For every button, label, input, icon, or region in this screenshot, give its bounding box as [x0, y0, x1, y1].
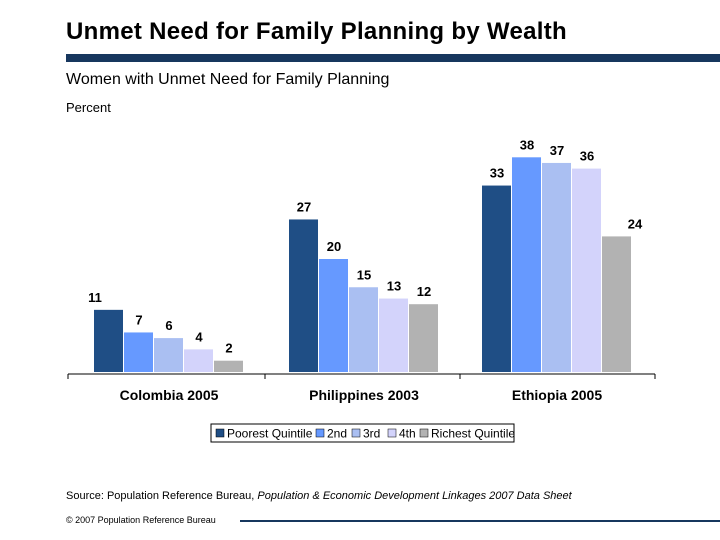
legend-label-2: 3rd	[363, 427, 380, 441]
legend-swatch-1	[315, 428, 325, 438]
legend-swatch-3	[387, 428, 397, 438]
copyright: © 2007 Population Reference Bureau	[66, 515, 216, 525]
bar-1-2	[349, 287, 378, 372]
bar-0-3	[184, 349, 213, 372]
legend-swatch-4	[419, 428, 429, 438]
legend-label-0: Poorest Quintile	[227, 427, 313, 441]
source-note: Source: Population Reference Bureau, Pop…	[66, 490, 572, 502]
bar-0-2	[154, 338, 183, 372]
source-prefix: Source: Population Reference Bureau,	[66, 490, 258, 502]
bar-1-1	[319, 259, 348, 372]
bar-2-1	[512, 157, 541, 372]
category-label-1: Philippines 2003	[309, 387, 419, 403]
bar-2-2	[542, 162, 571, 372]
value-label-0-4: 2	[225, 341, 232, 356]
source-title: Population & Economic Development Linkag…	[257, 490, 572, 502]
legend-box	[210, 423, 515, 443]
value-label-1-3: 13	[387, 279, 401, 294]
value-label-1-0: 27	[297, 199, 311, 214]
value-label-0-2: 6	[165, 318, 172, 333]
legend-label-4: Richest Quintile	[431, 427, 515, 441]
bar-2-0	[482, 185, 511, 372]
value-labels-group: 11 7 6 4 2 27 20 15 13 12 33 38 37 36 24	[88, 137, 643, 355]
value-label-2-2: 37	[550, 143, 564, 158]
bar-2-3	[572, 168, 601, 372]
slide-title: Unmet Need for Family Planning by Wealth	[66, 18, 567, 45]
footer-rule	[240, 520, 720, 522]
category-label-0: Colombia 2005	[120, 387, 219, 403]
value-label-2-1: 38	[520, 137, 534, 152]
legend: Poorest Quintile 2nd 3rd 4th Richest Quintil…	[210, 423, 515, 443]
category-label-2: Ethiopia 2005	[512, 387, 602, 403]
bar-0-1	[124, 332, 153, 372]
value-label-2-4: 24	[628, 216, 643, 231]
value-label-1-1: 20	[327, 239, 341, 254]
value-label-2-0: 33	[490, 166, 504, 181]
bar-1-3	[379, 298, 408, 372]
bar-0-0	[94, 309, 123, 372]
bar-chart: 11 7 6 4 2 27 20 15 13 12 33 38 37 36 24 Colombia 2005…	[67, 137, 656, 443]
category-labels-group: Colombia 2005 Philippines 2003 Ethiopia 20…	[120, 387, 603, 403]
value-label-0-0: 11	[88, 290, 102, 305]
value-label-2-3: 36	[580, 149, 594, 164]
value-label-1-2: 15	[357, 267, 371, 282]
legend-label-1: 2nd	[327, 427, 347, 441]
chart-title: Women with Unmet Need for Family Plannin…	[66, 71, 390, 88]
x-axis	[67, 373, 656, 379]
bar-1-4	[409, 304, 438, 372]
bar-2-4	[602, 236, 631, 372]
value-label-0-3: 4	[195, 329, 203, 344]
y-axis-label: Percent	[66, 100, 111, 115]
value-label-0-1: 7	[135, 312, 142, 327]
legend-swatch-2	[351, 428, 361, 438]
bar-0-4	[214, 360, 243, 372]
legend-label-3: 4th	[399, 427, 416, 441]
bar-1-0	[289, 219, 318, 372]
bars-group	[94, 157, 631, 372]
value-label-1-4: 12	[417, 284, 431, 299]
legend-swatch-0	[215, 428, 225, 438]
title-rule	[66, 54, 720, 62]
